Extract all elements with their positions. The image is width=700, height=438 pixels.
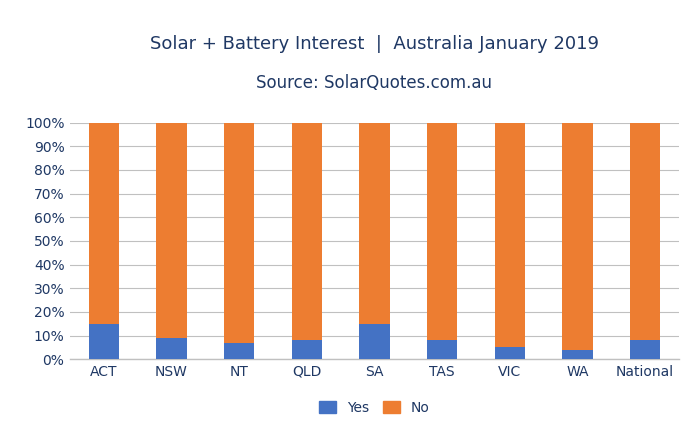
- Bar: [562, 350, 593, 359]
- Bar: [495, 347, 525, 359]
- Bar: [156, 338, 187, 359]
- Text: Solar + Battery Interest  |  Australia January 2019: Solar + Battery Interest | Australia Jan…: [150, 35, 599, 53]
- Bar: [359, 324, 390, 359]
- Bar: [562, 123, 593, 350]
- Bar: [156, 123, 187, 338]
- Bar: [224, 123, 254, 343]
- Bar: [89, 123, 119, 324]
- Bar: [292, 123, 322, 340]
- Bar: [224, 343, 254, 359]
- Bar: [427, 340, 457, 359]
- Legend: Yes, No: Yes, No: [315, 397, 434, 419]
- Text: Source: SolarQuotes.com.au: Source: SolarQuotes.com.au: [256, 74, 493, 92]
- Bar: [630, 340, 660, 359]
- Bar: [427, 123, 457, 340]
- Bar: [89, 324, 119, 359]
- Bar: [630, 123, 660, 340]
- Bar: [292, 340, 322, 359]
- Bar: [359, 123, 390, 324]
- Bar: [495, 123, 525, 347]
